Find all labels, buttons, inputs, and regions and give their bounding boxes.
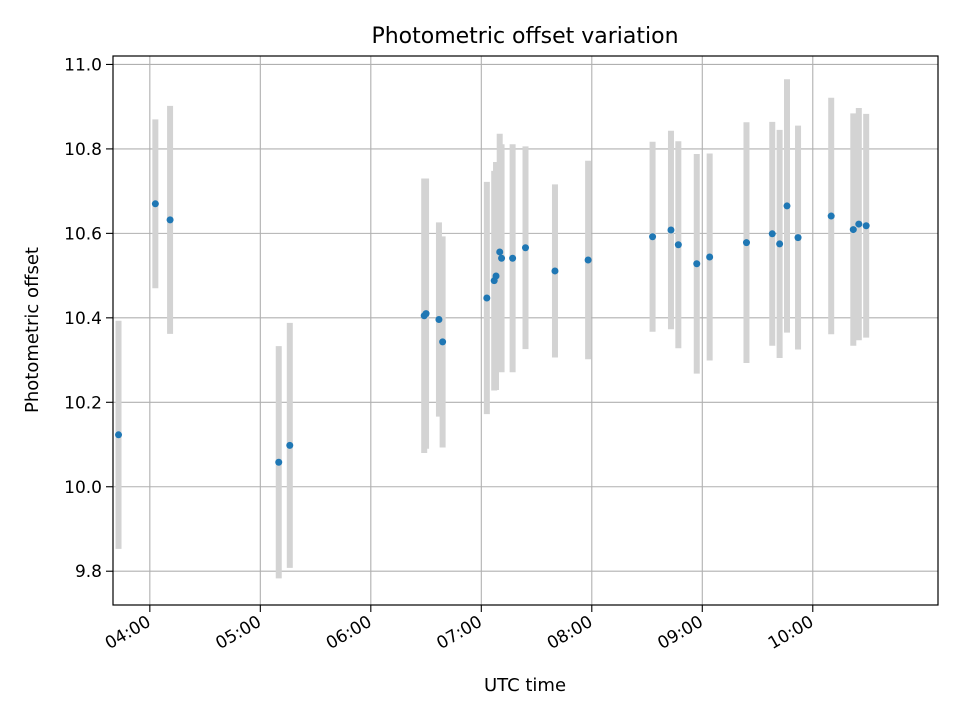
data-point [422,310,430,318]
y-tick-label: 10.2 [64,393,102,413]
data-point [166,216,174,224]
data-point [551,267,559,275]
data-point [742,239,750,247]
data-point [492,272,500,280]
data-point [827,212,835,220]
data-point [435,316,443,324]
y-tick-label: 10.6 [64,224,102,244]
data-point [522,244,529,252]
data-point [849,226,857,234]
data-point [667,226,675,234]
data-point [509,254,517,262]
data-point [693,260,701,268]
data-point [768,230,776,238]
data-point [862,222,870,230]
data-point [855,220,863,228]
chart-title: Photometric offset variation [371,24,678,49]
data-point [649,233,657,241]
data-point [584,256,592,264]
data-point [275,458,283,466]
data-point [151,200,159,208]
data-point [115,431,123,439]
data-points [115,200,870,466]
plot-frame [112,55,939,606]
data-point [286,441,294,449]
data-point [794,234,802,242]
data-point [706,253,714,261]
x-axis-label: UTC time [484,675,566,696]
data-point [498,254,506,262]
data-point [783,202,791,210]
data-point [496,248,504,256]
y-axis-ticks: 9.8 10.0 10.2 10.4 10.6 10.8 11.0 [64,55,113,582]
data-point [776,240,784,248]
data-point [439,338,447,346]
data-point [483,294,491,302]
y-tick-label: 11.0 [64,55,102,75]
y-axis-label: Photometric offset [22,247,43,413]
y-tick-label: 10.0 [64,478,102,498]
y-tick-label: 10.8 [64,140,102,160]
y-tick-label: 9.8 [75,562,102,582]
y-tick-label: 10.4 [64,309,102,329]
data-point [674,241,682,249]
